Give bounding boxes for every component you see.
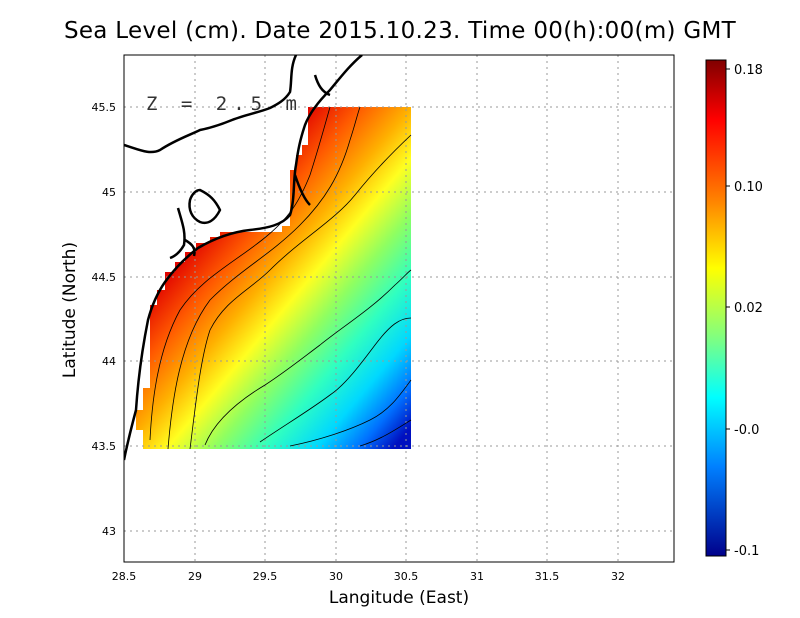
sea-level-field [136, 107, 411, 449]
coastline [124, 55, 363, 461]
x-tick-label: 29.5 [253, 570, 278, 583]
x-tick-label: 31.5 [535, 570, 560, 583]
y-tick-labels: 45.5 45 44.5 44 43.5 43 [92, 101, 117, 538]
colorbar-tick-label: 0.18 [734, 63, 763, 78]
colorbar-tick-label: -0.0 [734, 423, 759, 438]
x-tick-label: 31 [470, 570, 484, 583]
x-tick-label: 30 [329, 570, 343, 583]
y-tick-label: 43.5 [92, 440, 117, 453]
x-tick-label: 30.5 [394, 570, 419, 583]
x-tick-label: 32 [611, 570, 625, 583]
contour-lines [149, 106, 412, 450]
plot-frame [123, 54, 675, 563]
x-tick-label: 29 [188, 570, 202, 583]
y-tick-label: 44 [102, 355, 116, 368]
x-tick-label: 28.5 [112, 570, 137, 583]
colorbar-tick-label: 0.02 [734, 301, 763, 316]
colorbar-tick-labels: 0.18 0.10 0.02 -0.0 -0.1 [734, 63, 763, 559]
x-axis-label: Langitude (East) [328, 588, 470, 608]
y-tick-label: 44.5 [92, 271, 117, 284]
y-axis-label: Latitude (North) [60, 241, 80, 379]
colorbar-tick-label: 0.10 [734, 180, 763, 195]
y-tick-label: 45.5 [92, 101, 117, 114]
chart-title: Sea Level (cm). Date 2015.10.23. Time 00… [63, 18, 737, 44]
colorbar-tick-label: -0.1 [734, 544, 759, 559]
colorbar [705, 59, 727, 557]
y-tick-label: 43 [102, 525, 116, 538]
depth-label: Z = 2.5 m [146, 93, 303, 115]
colorbar-ticks [726, 68, 730, 551]
x-tick-labels: 28.5 29 29.5 30 30.5 31 31.5 32 [112, 570, 625, 583]
y-tick-label: 45 [102, 186, 116, 199]
